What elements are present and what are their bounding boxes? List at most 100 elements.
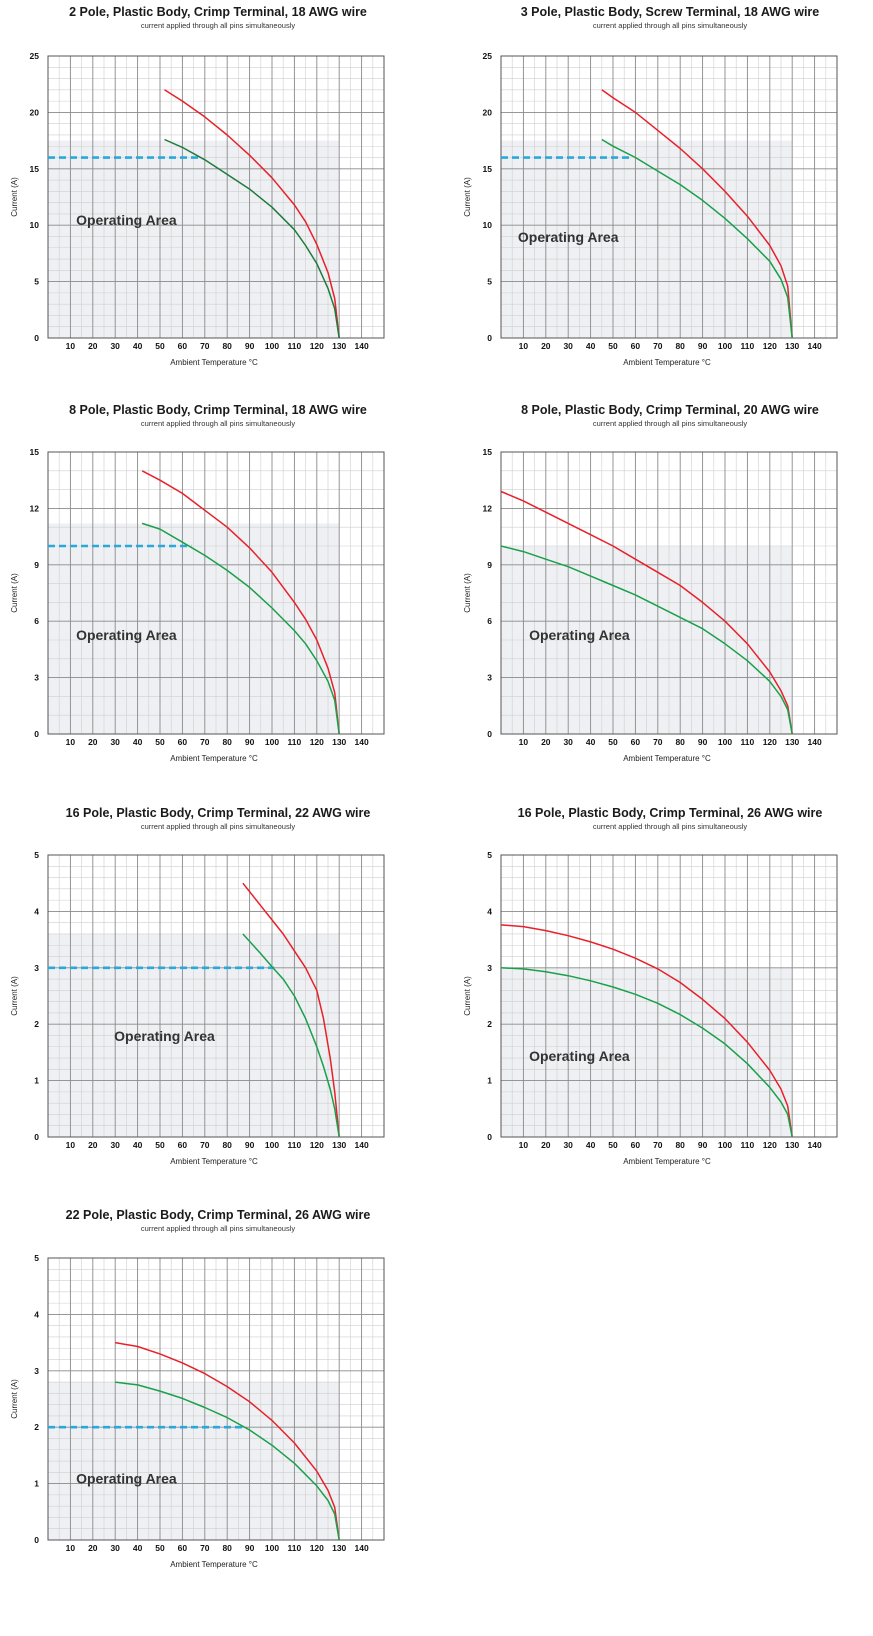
plot-frame [47, 55, 385, 339]
chart-5: 16 Pole, Plastic Body, Crimp Terminal, 2… [10, 806, 385, 1166]
x-tick-label: 70 [653, 1140, 663, 1150]
x-tick-label: 130 [785, 1140, 799, 1150]
x-tick-label: 100 [265, 737, 279, 747]
x-tick-label: 10 [66, 1140, 76, 1150]
y-tick-label: 5 [487, 277, 492, 287]
chart-title: 2 Pole, Plastic Body, Crimp Terminal, 18… [69, 5, 367, 19]
x-tick-label: 70 [653, 341, 663, 351]
x-tick-label: 30 [110, 1543, 120, 1553]
y-axis-label: Current (A) [10, 976, 19, 1016]
x-tick-label: 120 [763, 341, 777, 351]
x-tick-label: 20 [88, 737, 98, 747]
x-tick-label: 70 [200, 1140, 210, 1150]
y-tick-label: 6 [487, 616, 492, 626]
plot-frame [47, 451, 385, 735]
x-tick-label: 20 [541, 341, 551, 351]
x-tick-label: 110 [288, 1140, 302, 1150]
operating-area-label: Operating Area [518, 229, 619, 245]
y-tick-label: 5 [34, 850, 39, 860]
x-tick-label: 120 [310, 737, 324, 747]
y-axis-label: Current (A) [10, 177, 19, 217]
y-tick-label: 15 [483, 447, 493, 457]
chart-subtitle: current applied through all pins simulta… [141, 21, 296, 30]
chart-title: 8 Pole, Plastic Body, Crimp Terminal, 18… [69, 403, 367, 417]
plot-frame [47, 1257, 385, 1541]
x-tick-label: 60 [178, 1543, 188, 1553]
x-tick-label: 30 [110, 341, 120, 351]
x-tick-label: 10 [519, 1140, 529, 1150]
y-tick-label: 5 [34, 277, 39, 287]
x-tick-label: 90 [698, 1140, 708, 1150]
x-tick-label: 40 [133, 341, 143, 351]
x-axis-label: Ambient Temperature °C [170, 754, 258, 763]
operating-area-label: Operating Area [76, 1471, 177, 1487]
x-tick-label: 120 [763, 737, 777, 747]
x-tick-label: 70 [200, 1543, 210, 1553]
x-axis-label: Ambient Temperature °C [170, 1560, 258, 1569]
x-tick-label: 100 [265, 1543, 279, 1553]
series-line-upper [500, 924, 793, 1138]
y-tick-label: 25 [30, 51, 40, 61]
x-tick-label: 90 [698, 341, 708, 351]
x-tick-label: 120 [310, 341, 324, 351]
chart-title: 22 Pole, Plastic Body, Crimp Terminal, 2… [66, 1208, 371, 1222]
x-tick-label: 60 [631, 737, 641, 747]
x-tick-label: 110 [741, 1140, 755, 1150]
x-tick-label: 50 [608, 737, 618, 747]
series-line-upper [601, 89, 793, 339]
y-axis-label: Current (A) [10, 1379, 19, 1419]
plot-frame [500, 55, 838, 339]
x-tick-label: 20 [88, 1140, 98, 1150]
y-tick-label: 3 [487, 673, 492, 683]
x-tick-label: 80 [222, 341, 232, 351]
series-line-lower [115, 1381, 340, 1541]
x-tick-label: 10 [66, 341, 76, 351]
operating-area-label: Operating Area [76, 627, 177, 643]
chart-4: 8 Pole, Plastic Body, Crimp Terminal, 20… [463, 403, 838, 763]
x-tick-label: 80 [222, 737, 232, 747]
x-tick-label: 90 [245, 1140, 255, 1150]
x-tick-label: 140 [808, 1140, 822, 1150]
chart-7: 22 Pole, Plastic Body, Crimp Terminal, 2… [10, 1208, 385, 1569]
x-tick-label: 90 [698, 737, 708, 747]
x-tick-label: 40 [586, 1140, 596, 1150]
x-tick-label: 140 [808, 341, 822, 351]
x-tick-label: 110 [288, 737, 302, 747]
y-tick-label: 0 [34, 1535, 39, 1545]
plot-frame [500, 854, 838, 1138]
x-tick-label: 90 [245, 737, 255, 747]
y-tick-label: 4 [34, 906, 39, 916]
chart-subtitle: current applied through all pins simulta… [141, 822, 296, 831]
x-tick-label: 140 [355, 1140, 369, 1150]
x-tick-label: 80 [675, 1140, 685, 1150]
y-tick-label: 2 [34, 1422, 39, 1432]
y-tick-label: 5 [34, 1253, 39, 1263]
chart-subtitle: current applied through all pins simulta… [141, 419, 296, 428]
x-tick-label: 40 [586, 341, 596, 351]
x-tick-label: 80 [675, 737, 685, 747]
y-tick-label: 0 [34, 333, 39, 343]
y-tick-label: 1 [487, 1076, 492, 1086]
chart-subtitle: current applied through all pins simulta… [141, 1224, 296, 1233]
y-axis-label: Current (A) [10, 573, 19, 613]
y-tick-label: 3 [34, 1366, 39, 1376]
series-line-upper [500, 490, 793, 735]
x-tick-label: 120 [310, 1140, 324, 1150]
y-axis-label: Current (A) [463, 177, 472, 217]
x-tick-label: 110 [288, 1543, 302, 1553]
x-tick-label: 120 [310, 1543, 324, 1553]
x-axis-label: Ambient Temperature °C [170, 1157, 258, 1166]
series-line-lower [601, 138, 793, 339]
x-tick-label: 10 [66, 737, 76, 747]
x-axis-label: Ambient Temperature °C [170, 358, 258, 367]
x-tick-label: 100 [718, 1140, 732, 1150]
x-tick-label: 70 [653, 737, 663, 747]
chart-subtitle: current applied through all pins simulta… [593, 419, 748, 428]
x-tick-label: 80 [675, 341, 685, 351]
plot-frame [500, 451, 838, 735]
x-tick-label: 70 [200, 737, 210, 747]
operating-area-label: Operating Area [76, 212, 177, 228]
chart-title: 16 Pole, Plastic Body, Crimp Terminal, 2… [518, 806, 823, 820]
y-tick-label: 20 [483, 107, 493, 117]
x-tick-label: 70 [200, 341, 210, 351]
